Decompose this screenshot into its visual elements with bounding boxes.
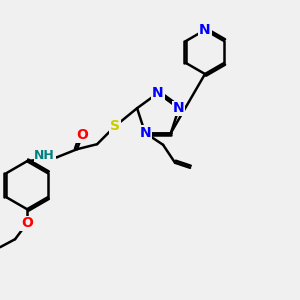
Text: O: O: [76, 128, 88, 142]
Text: N: N: [173, 101, 185, 115]
Text: N: N: [199, 23, 211, 37]
Text: S: S: [110, 119, 120, 133]
Text: O: O: [21, 216, 33, 230]
Text: N: N: [152, 86, 164, 100]
Text: NH: NH: [34, 149, 55, 162]
Text: N: N: [139, 126, 151, 140]
